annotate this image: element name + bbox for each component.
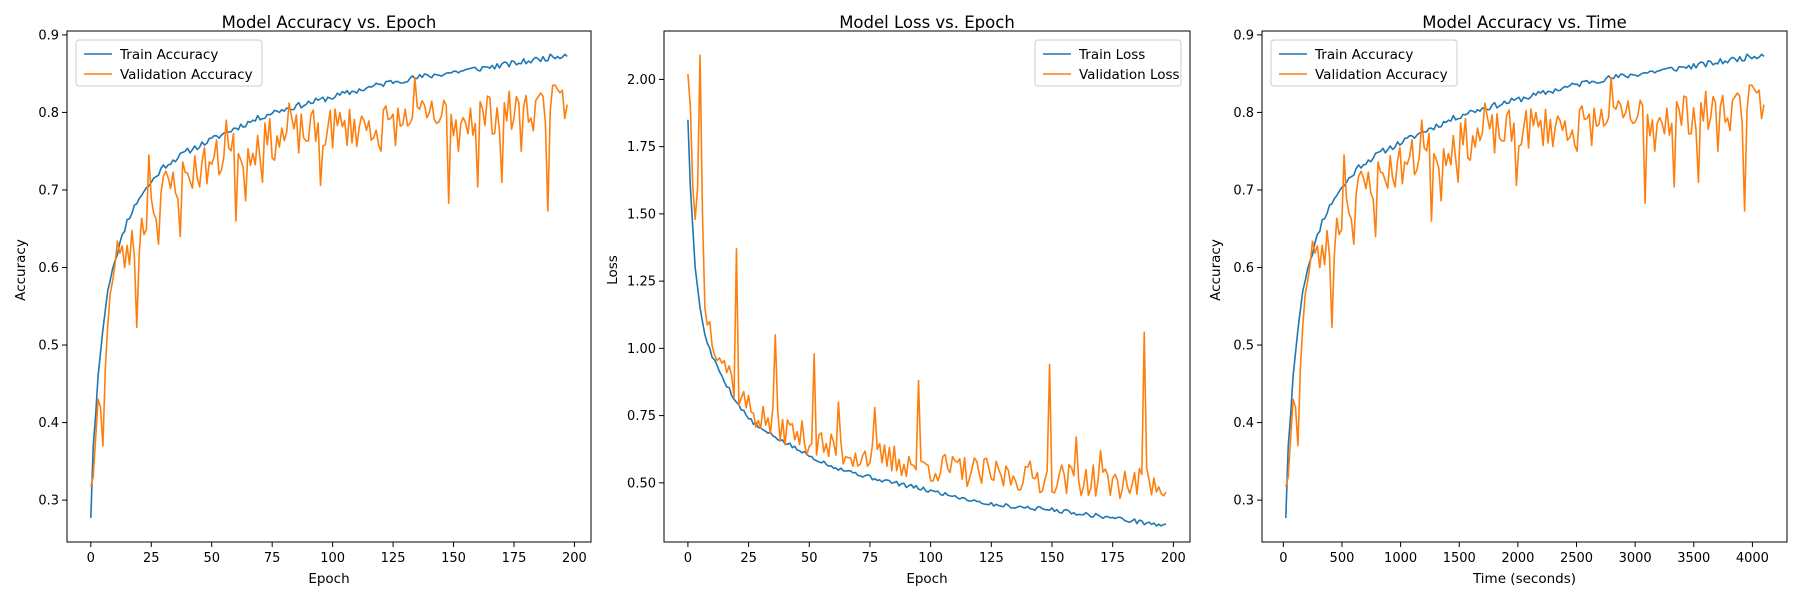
y-tick-label: 0.75 [627,409,656,424]
y-tick-label: 1.00 [627,342,656,357]
x-tick-label: 0 [1279,551,1287,566]
x-tick-label: 100 [320,551,345,566]
x-tick-label: 125 [979,551,1004,566]
x-tick-label: 150 [1040,551,1065,566]
x-tick-label: 3000 [1619,551,1652,566]
y-tick-label: 0.6 [1233,261,1254,276]
x-axis-label: Time (seconds) [1472,571,1576,587]
legend-label: Train Accuracy [119,47,218,63]
y-tick-label: 0.9 [38,28,59,43]
series-line-train-loss [687,119,1167,527]
chart-title: Model Loss vs. Epoch [839,13,1015,32]
legend-box [1270,39,1458,87]
accuracy-epoch-chart: Model Accuracy vs. Epoch Epoch Accuracy … [13,13,592,587]
x-tick-label: 150 [441,551,466,566]
y-tick-label: 2.00 [627,73,656,88]
x-tick-label: 3500 [1677,551,1710,566]
x-tick-label: 100 [918,551,943,566]
legend-label: Validation Accuracy [120,67,253,83]
x-tick-label: 0 [87,551,95,566]
x-axis-label: Epoch [906,571,947,587]
legend-label: Validation Loss [1079,67,1180,83]
legend-label: Train Accuracy [1314,47,1413,63]
x-tick-label: 25 [740,551,757,566]
x-tick-label: 0 [684,551,692,566]
y-tick-label: 0.9 [1233,28,1254,43]
loss-epoch-chart: Model Loss vs. Epoch Epoch Loss 0 25 50 75 1… [605,13,1191,587]
y-tick-label: 0.4 [38,416,59,431]
x-tick-label: 50 [203,551,220,566]
y-axis-label: Loss [605,255,621,285]
x-tick-label: 50 [801,551,818,566]
chart-title: Model Accuracy vs. Time [1422,13,1627,32]
x-tick-label: 2500 [1560,551,1593,566]
y-axis-label: Accuracy [13,239,29,301]
y-tick-label: 1.50 [627,207,656,222]
y-tick-label: 1.25 [627,275,656,290]
x-tick-label: 75 [264,551,281,566]
legend: Train Loss Validation Loss [1034,39,1182,87]
x-tick-label: 200 [562,551,587,566]
tick-layer: 0 25 50 75 100 125 150 175 200 0.50 0.75 1.00 1.25 1.… [627,73,1186,566]
x-tick-label: 25 [143,551,160,566]
tick-layer: 0 25 50 75 100 125 150 175 200 0.3 0.4 0.5 0.6 0.7 0.8… [38,28,587,566]
x-tick-label: 2000 [1501,551,1534,566]
legend: Train Accuracy Validation Accuracy [1270,39,1458,87]
legend-box [75,39,263,87]
tick-layer: 0 500 1000 1500 2000 2500 3000 3500 4000 0.3 0.4 0.… [1233,28,1769,566]
y-tick-label: 0.5 [38,339,59,354]
legend-box [1034,39,1182,87]
x-tick-label: 4000 [1736,551,1769,566]
legend-label: Validation Accuracy [1315,67,1448,83]
x-tick-label: 1500 [1443,551,1476,566]
legend-label: Train Loss [1078,47,1145,63]
series-layer [1285,53,1765,518]
plot-frame [663,30,1191,543]
y-tick-label: 0.6 [38,261,59,276]
y-tick-label: 1.75 [627,140,656,155]
series-line-train-accuracy [90,53,568,518]
plot-frame [66,30,592,543]
plot-frame [1261,30,1788,543]
series-line-train-accuracy [1285,53,1765,518]
y-tick-label: 0.8 [1233,106,1254,121]
y-axis-label: Accuracy [1208,239,1224,301]
accuracy-time-chart: Model Accuracy vs. Time Time (seconds) A… [1208,13,1788,587]
x-axis-label: Epoch [308,571,349,587]
x-tick-label: 200 [1161,551,1186,566]
y-tick-label: 0.5 [1233,339,1254,354]
y-tick-label: 0.4 [1233,416,1254,431]
y-tick-label: 0.8 [38,106,59,121]
series-layer [90,53,568,518]
x-tick-label: 500 [1330,551,1355,566]
series-line-validation-accuracy [1285,76,1765,488]
x-tick-label: 175 [1100,551,1125,566]
series-layer [687,54,1167,527]
y-tick-label: 0.50 [627,476,656,491]
y-tick-label: 0.7 [38,183,59,198]
series-line-validation-loss [687,54,1167,500]
series-line-validation-accuracy [90,76,568,488]
x-tick-label: 1000 [1384,551,1417,566]
x-tick-label: 175 [502,551,527,566]
x-tick-label: 75 [862,551,879,566]
legend: Train Accuracy Validation Accuracy [75,39,263,87]
y-tick-label: 0.3 [38,494,59,509]
y-tick-label: 0.7 [1233,183,1254,198]
chart-title: Model Accuracy vs. Epoch [222,13,437,32]
y-tick-label: 0.3 [1233,494,1254,509]
x-tick-label: 125 [381,551,406,566]
